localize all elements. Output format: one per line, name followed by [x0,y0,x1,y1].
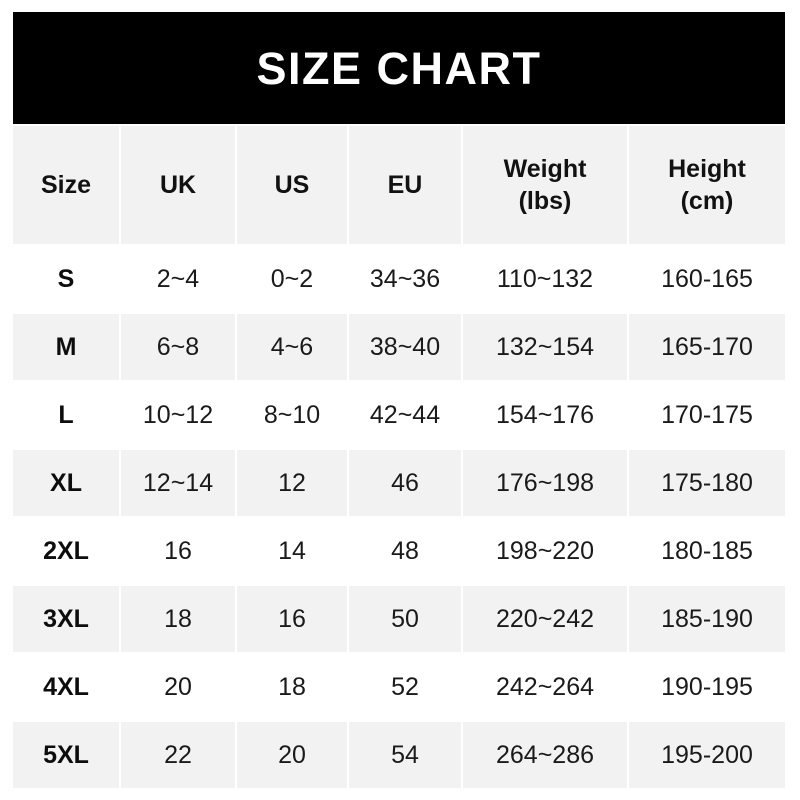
cell-height: 180-185 [628,517,785,586]
table-header: Size UK US EU Weight (lbs) [13,126,785,246]
cell-height: 190-195 [628,653,785,722]
cell-height: 170-175 [628,381,785,450]
table-row: XL 12~14 12 46 176~198 175-180 [13,449,785,518]
cell-size: 4XL [13,653,121,722]
column-header-weight-line1: Weight [503,155,587,183]
cell-weight: 110~132 [462,245,629,314]
cell-uk: 6~8 [120,313,237,382]
column-header-uk-line1: UK [159,171,197,199]
cell-height: 165-170 [628,313,785,382]
column-header-uk: UK [120,126,237,246]
cell-height: 160-165 [628,245,785,314]
cell-height: 175-180 [628,449,785,518]
cell-weight: 242~264 [462,653,629,722]
column-header-size-line1: Size [40,171,92,199]
size-table-container: Size UK US EU Weight (lbs) [13,126,785,790]
cell-eu: 42~44 [348,381,463,450]
cell-us: 16 [236,585,349,654]
cell-weight: 176~198 [462,449,629,518]
cell-weight: 154~176 [462,381,629,450]
column-header-us: US [236,126,349,246]
cell-eu: 38~40 [348,313,463,382]
cell-size: S [13,245,121,314]
cell-eu: 34~36 [348,245,463,314]
title-banner: SIZE CHART [13,12,785,124]
cell-size: L [13,381,121,450]
cell-weight: 132~154 [462,313,629,382]
cell-us: 12 [236,449,349,518]
table-row: S 2~4 0~2 34~36 110~132 160-165 [13,245,785,314]
table-row: L 10~12 8~10 42~44 154~176 170-175 [13,381,785,450]
page-title: SIZE CHART [256,42,542,94]
cell-us: 4~6 [236,313,349,382]
cell-size: 5XL [13,721,121,790]
column-header-weight-line2: (lbs) [518,187,572,215]
table-row: 4XL 20 18 52 242~264 190-195 [13,653,785,722]
cell-uk: 20 [120,653,237,722]
column-header-weight: Weight (lbs) [462,126,629,246]
table-row: 5XL 22 20 54 264~286 195-200 [13,721,785,790]
cell-size: 3XL [13,585,121,654]
cell-us: 8~10 [236,381,349,450]
cell-weight: 220~242 [462,585,629,654]
cell-uk: 12~14 [120,449,237,518]
cell-height: 185-190 [628,585,785,654]
cell-uk: 22 [120,721,237,790]
cell-eu: 46 [348,449,463,518]
cell-weight: 198~220 [462,517,629,586]
cell-uk: 10~12 [120,381,237,450]
column-header-height-line1: Height [668,155,746,183]
column-header-size: Size [13,126,121,246]
cell-eu: 48 [348,517,463,586]
cell-weight: 264~286 [462,721,629,790]
cell-height: 195-200 [628,721,785,790]
cell-eu: 52 [348,653,463,722]
cell-size: M [13,313,121,382]
cell-uk: 2~4 [120,245,237,314]
table-row: 3XL 18 16 50 220~242 185-190 [13,585,785,654]
cell-eu: 50 [348,585,463,654]
cell-us: 14 [236,517,349,586]
cell-us: 18 [236,653,349,722]
size-table: Size UK US EU Weight (lbs) [13,126,785,790]
cell-us: 0~2 [236,245,349,314]
column-header-us-line1: US [274,171,310,199]
table-row: 2XL 16 14 48 198~220 180-185 [13,517,785,586]
cell-us: 20 [236,721,349,790]
column-header-eu: EU [348,126,463,246]
table-row: M 6~8 4~6 38~40 132~154 165-170 [13,313,785,382]
cell-size: XL [13,449,121,518]
table-body: S 2~4 0~2 34~36 110~132 160-165 M 6~8 4~… [13,245,785,790]
cell-eu: 54 [348,721,463,790]
cell-uk: 16 [120,517,237,586]
table-header-row: Size UK US EU Weight (lbs) [13,126,785,246]
column-header-height-line2: (cm) [680,187,734,215]
column-header-height: Height (cm) [628,126,785,246]
cell-size: 2XL [13,517,121,586]
cell-uk: 18 [120,585,237,654]
column-header-eu-line1: EU [387,171,423,199]
